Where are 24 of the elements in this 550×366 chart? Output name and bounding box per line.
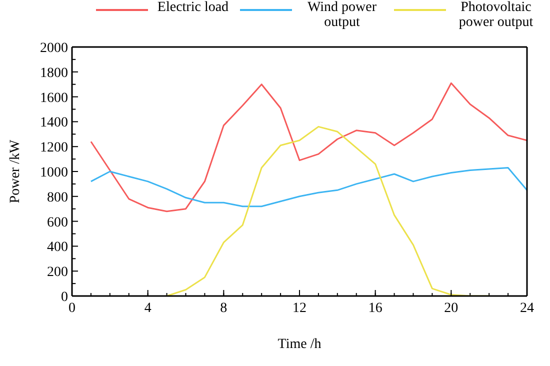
x-axis-title: Time /h [278,337,322,352]
y-tick-label: 400 [47,240,68,256]
y-tick-label: 0 [61,290,68,305]
y-tick-label: 1800 [40,66,68,81]
line-series [90,82,527,212]
y-tick-label: 1200 [40,140,68,156]
x-tick-label: 12 [292,300,306,316]
line-series [90,167,527,208]
y-tick-label: 1000 [40,165,68,180]
x-tick-label: 8 [220,300,228,316]
y-tick-label: 2000 [40,40,68,56]
legend-label: Wind power output [306,0,378,30]
legend-label: Electric load [156,0,230,15]
y-tick-label: 200 [47,265,68,280]
y-tick-label: 800 [47,190,68,206]
x-tick-label: 4 [144,300,152,316]
x-tick-label: 24 [520,300,534,316]
legend-label: Photovoltaic power output [458,0,534,30]
x-tick-label: 20 [444,300,458,316]
y-tick-label: 1400 [40,116,68,131]
x-tick-label: 16 [368,300,382,316]
y-axis-title: Power /kW [8,139,23,204]
y-tick-label: 1600 [40,90,68,106]
y-tick-label: 600 [47,215,68,230]
